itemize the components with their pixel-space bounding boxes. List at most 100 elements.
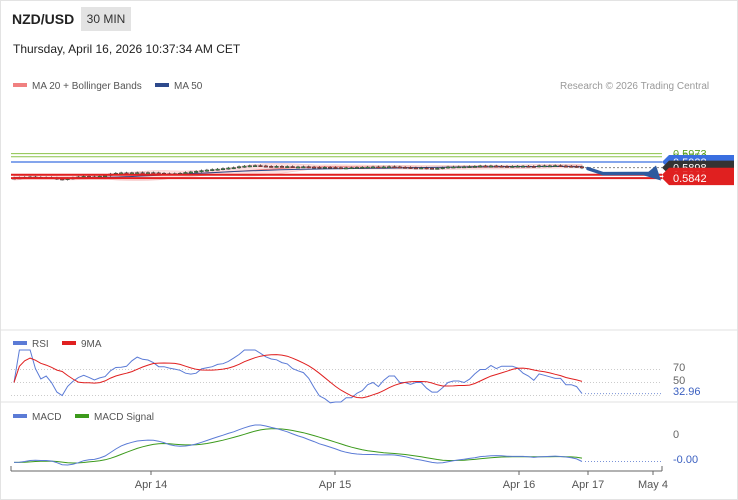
candle-body xyxy=(231,167,236,170)
legend-macd-signal: MACD Signal xyxy=(75,412,154,423)
candle-body xyxy=(306,166,311,169)
candle-body xyxy=(558,165,563,168)
candle-body xyxy=(462,166,467,169)
legend-macd-signal-label: MACD Signal xyxy=(94,412,155,423)
candle-body xyxy=(397,166,402,169)
candle-body xyxy=(547,165,552,168)
macd-signal-swatch xyxy=(75,414,89,419)
candle-body xyxy=(135,172,140,175)
legend-ma20: MA 20 + Bollinger Bands xyxy=(13,81,142,92)
rsi-ma-swatch xyxy=(62,341,76,346)
candle-body xyxy=(472,166,477,168)
candle-body xyxy=(145,172,151,175)
candle-body xyxy=(220,168,226,170)
credit-text: Research © 2026 Trading Central xyxy=(560,81,710,92)
x-axis-tick-label: Apr 14 xyxy=(135,479,167,491)
x-axis-tick-label: May 4 xyxy=(638,479,668,491)
rsi-current-value: 32.96 xyxy=(673,386,701,398)
candle-body xyxy=(247,165,252,168)
legend-macd: MACD xyxy=(13,412,61,423)
legend-rsi-label: RSI xyxy=(32,339,49,350)
candle-body xyxy=(317,166,322,169)
candle-body xyxy=(403,166,408,169)
legend-9ma-label: 9MA xyxy=(81,339,102,350)
candle-body xyxy=(279,166,284,168)
candle-body xyxy=(312,166,317,169)
candle-body xyxy=(494,165,499,168)
candle-body xyxy=(569,165,574,168)
rsi-level-70: 70 xyxy=(673,362,686,374)
candle-body xyxy=(542,165,547,168)
candle-body xyxy=(354,167,359,169)
candle-body xyxy=(269,166,274,168)
candle-body xyxy=(226,167,231,170)
candle-body xyxy=(199,170,204,173)
candle-body xyxy=(295,166,301,169)
candle-body xyxy=(360,166,365,169)
macd-swatch xyxy=(13,414,27,419)
candle-body xyxy=(563,165,568,168)
candle-body xyxy=(553,165,558,168)
candle-body xyxy=(579,166,585,169)
candle-body xyxy=(188,171,193,174)
macd-signal-line xyxy=(14,428,583,464)
candle-body xyxy=(333,167,338,169)
forecast-arrowhead xyxy=(644,165,661,181)
candle-body xyxy=(258,165,263,168)
candle-body xyxy=(215,168,220,171)
rsi-9ma-line xyxy=(13,354,583,399)
candle-body xyxy=(263,165,268,168)
pair-title: NZD/USD xyxy=(12,11,75,27)
candle-body xyxy=(574,166,579,168)
candle-body xyxy=(435,167,440,170)
macd-level-zero: 0 xyxy=(673,429,680,441)
candle-body xyxy=(419,167,424,170)
candle-body xyxy=(408,167,413,169)
rsi-line xyxy=(13,349,583,404)
candle-body xyxy=(521,165,526,168)
candle-body xyxy=(381,166,386,169)
legend-macd-label: MACD xyxy=(32,412,62,423)
candle-body xyxy=(204,169,209,172)
candle-body xyxy=(483,165,488,168)
candle-body xyxy=(510,166,515,168)
candle-body xyxy=(488,165,493,168)
candle-body xyxy=(322,166,327,169)
candle-body xyxy=(338,167,343,170)
candle-body xyxy=(210,169,215,171)
candle-body xyxy=(183,172,188,174)
candle-body xyxy=(194,171,199,173)
candle-body xyxy=(413,167,418,170)
candle-body xyxy=(140,172,145,175)
ma20-swatch xyxy=(13,83,27,88)
candlesticks xyxy=(11,164,585,181)
candle-body xyxy=(376,166,381,169)
candle-body xyxy=(440,167,445,170)
macd-line xyxy=(13,424,583,466)
timeframe-button[interactable]: 30 MIN xyxy=(81,7,131,31)
support-level-tag xyxy=(662,171,734,186)
x-axis-tick-label: Apr 17 xyxy=(572,479,604,491)
candle-body xyxy=(445,166,451,169)
candle-body xyxy=(253,165,258,168)
candle-body xyxy=(429,167,435,170)
candle-body xyxy=(242,165,247,168)
candle-body xyxy=(285,166,290,168)
candle-body xyxy=(424,167,429,170)
candle-body xyxy=(478,165,483,168)
candle-body xyxy=(387,166,392,169)
candle-body xyxy=(515,165,520,168)
candle-body xyxy=(504,166,510,168)
x-axis-tick-label: Apr 15 xyxy=(319,479,351,491)
candle-body xyxy=(456,166,461,169)
candle-body xyxy=(537,165,542,168)
candle-body xyxy=(392,166,397,169)
chart-datetime: Thursday, April 16, 2026 10:37:34 AM CET xyxy=(13,42,241,56)
candle-body xyxy=(499,165,504,168)
ma50-swatch xyxy=(155,83,169,88)
candle-body xyxy=(467,166,472,168)
candle-body xyxy=(370,166,376,169)
candle-body xyxy=(451,166,456,169)
candle-body xyxy=(365,166,370,169)
